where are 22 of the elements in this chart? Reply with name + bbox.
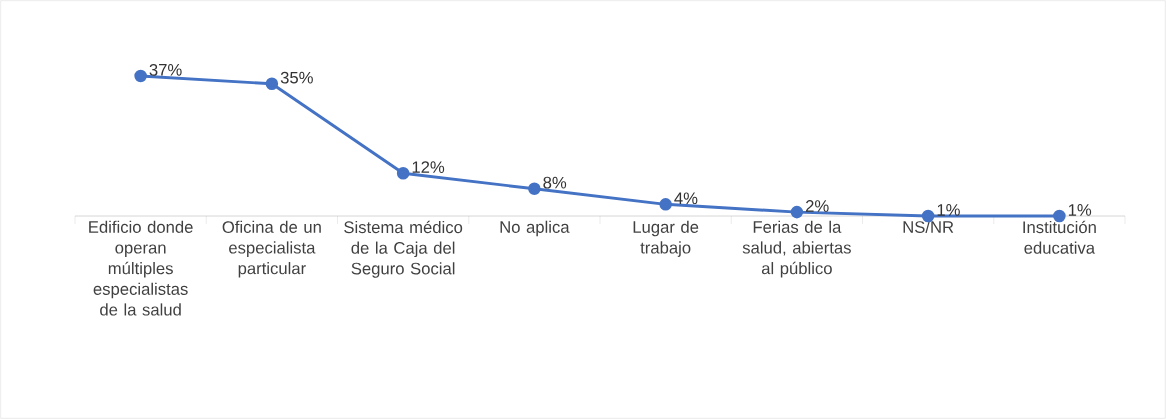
data-label: 1% bbox=[1068, 204, 1092, 216]
x-tick-label: Sistema médico de la Caja del Seguro Social bbox=[344, 220, 463, 278]
point bbox=[790, 205, 804, 219]
data-label: 8% bbox=[543, 176, 567, 189]
data-label: 4% bbox=[674, 192, 698, 205]
x-tick-label: No aplica bbox=[500, 220, 570, 237]
x-tick-label: NS/NR bbox=[903, 220, 954, 233]
point bbox=[396, 166, 410, 180]
x-tick-label: Oficina de un especialista particular bbox=[222, 220, 321, 278]
point bbox=[659, 198, 672, 211]
point bbox=[134, 69, 147, 83]
data-label: 1% bbox=[937, 204, 960, 216]
x-tick-label: Edificio donde operan múltiples especialistas de la salud bbox=[89, 220, 193, 316]
data-label: 12% bbox=[412, 161, 445, 173]
data-label: 2% bbox=[805, 200, 829, 212]
data-label: 35% bbox=[280, 71, 313, 84]
x-tick-label: Lugar de trabajo bbox=[633, 220, 699, 257]
data-label: 37% bbox=[149, 63, 182, 76]
point bbox=[528, 182, 541, 196]
x-tick-label: Ferias de la salud, abiertas al público bbox=[742, 220, 851, 278]
x-tick-label: Institución educativa bbox=[1023, 220, 1096, 254]
point bbox=[265, 77, 279, 91]
